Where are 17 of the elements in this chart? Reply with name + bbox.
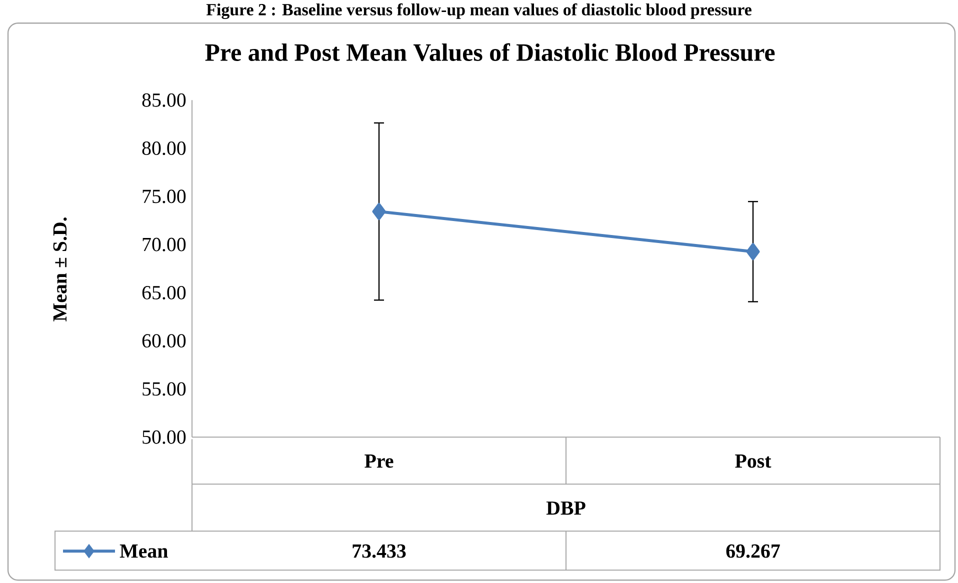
legend-label: Mean xyxy=(120,544,168,558)
data-label: 73.433 xyxy=(352,544,406,558)
chart-title: Pre and Post Mean Values of Diastolic Blood Pressure xyxy=(205,43,775,62)
x-tick-label: Pre xyxy=(364,454,394,468)
y-axis-title: Mean ± S.D. xyxy=(53,217,67,322)
y-tick-label: 60.00 xyxy=(142,334,186,348)
data-label: 69.267 xyxy=(726,544,780,558)
caption: Figure 2 : Baseline versus follow-up mean values of diastolic blood pressure xyxy=(206,3,752,19)
y-tick-label: 75.00 xyxy=(142,190,186,204)
y-tick-label: 70.00 xyxy=(142,238,186,252)
y-tick-label: 65.00 xyxy=(142,286,186,300)
y-tick-label: 85.00 xyxy=(142,93,186,107)
y-tick-label: 55.00 xyxy=(142,382,186,396)
y-tick-label: 80.00 xyxy=(142,141,186,155)
y-tick-label: 50.00 xyxy=(142,430,186,444)
x-axis-title: DBP xyxy=(546,502,586,515)
x-tick-label: Post xyxy=(735,454,772,468)
